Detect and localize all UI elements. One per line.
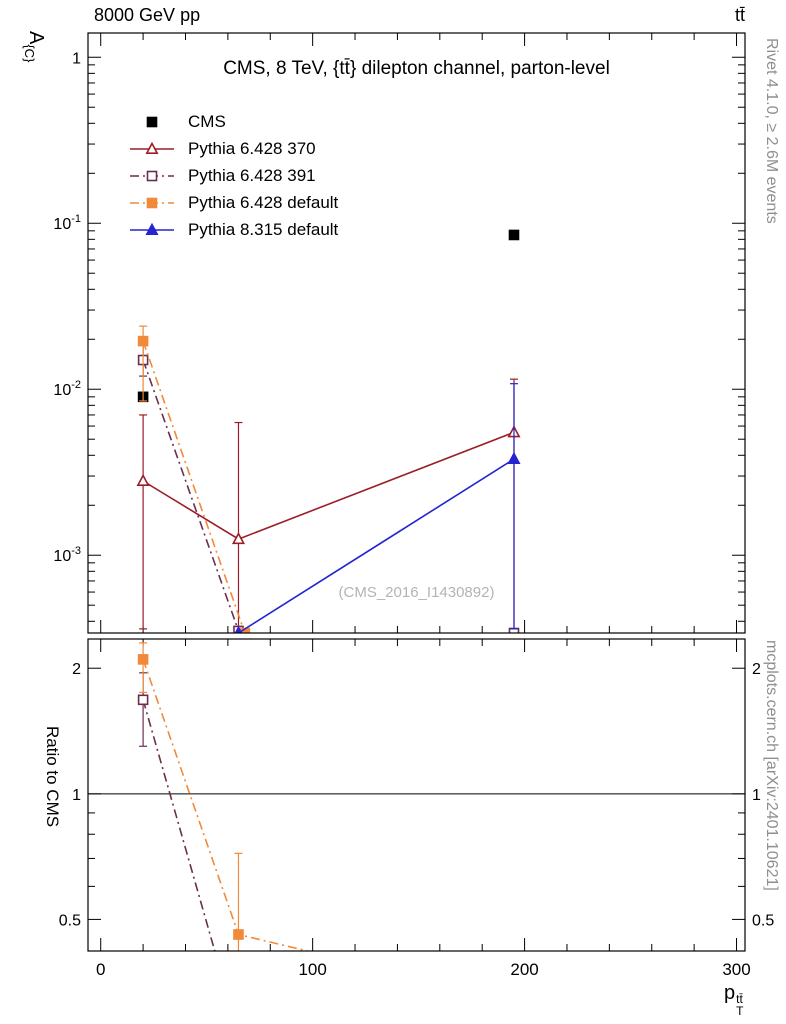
svg-text:0.5: 0.5 — [59, 912, 81, 929]
legend-item-cms: CMS — [128, 108, 338, 135]
legend-marker-pythia-6-428-370 — [130, 141, 174, 154]
x-axis-label-sub: T — [736, 1004, 744, 1018]
svg-text:1: 1 — [72, 787, 81, 804]
main-y-tick-labels: 1 10-1 10-2 10-3 — [53, 50, 81, 565]
svg-text:2: 2 — [72, 661, 81, 678]
svg-text:1: 1 — [752, 787, 761, 804]
beam-energy-label: 8000 GeV pp — [94, 5, 201, 25]
legend-item-pythia-6-428-391: Pythia 6.428 391 — [128, 162, 338, 189]
x-tick-labels: 0 100 200 300 — [96, 960, 751, 979]
main-series-cms — [137, 229, 520, 403]
main-series-pythia-6-428-default — [137, 325, 251, 633]
plot-title: CMS, 8 TeV, {tt̄} dilepton channel, part… — [223, 58, 610, 79]
process-label: tt̄ — [734, 5, 745, 25]
main-series-pythia-8-315-default — [234, 383, 521, 633]
main-axes — [88, 33, 745, 633]
legend-label: Pythia 6.428 default — [188, 192, 339, 212]
legend-item-pythia-6-428-default: Pythia 6.428 default — [128, 189, 338, 216]
legend-label: Pythia 8.315 default — [188, 219, 339, 239]
legend-marker-pythia-6-428-391 — [130, 170, 174, 181]
main-frame — [87, 32, 746, 634]
svg-text:1: 1 — [72, 50, 81, 67]
ratio-series-pythia-6-428-default — [137, 642, 312, 951]
svg-text:300: 300 — [722, 960, 750, 979]
legend-label: Pythia 6.428 370 — [188, 138, 316, 158]
x-axis-label-sup: tt̄ — [736, 992, 743, 1006]
legend-marker-cms — [146, 116, 158, 127]
ratio-axes — [88, 639, 745, 951]
y-axis-label-ratio: Ratio to CMS — [43, 726, 62, 828]
svg-text:10-3: 10-3 — [53, 545, 81, 565]
legend-marker-pythia-8-315-default — [130, 222, 174, 235]
legend-item-pythia-6-428-370: Pythia 6.428 370 — [128, 135, 338, 162]
legend-marker-pythia-6-428-default — [130, 197, 174, 208]
ratio-series-pythia-6-428-391 — [137, 672, 216, 951]
svg-text:100: 100 — [298, 960, 326, 979]
legend-label: CMS — [188, 111, 226, 131]
rivet-version-label: Rivet 4.1.0, ≥ 2.6M events — [763, 38, 780, 224]
legend-label: Pythia 6.428 391 — [188, 165, 316, 185]
x-axis-label: p tt̄ T — [724, 982, 744, 1018]
legend-item-pythia-8-315-default: Pythia 8.315 default — [128, 216, 338, 243]
y-axis-label-main: A{C} — [22, 31, 47, 63]
svg-text:10-1: 10-1 — [53, 213, 81, 233]
legend: CMS Pythia 6.428 370 Pythia 6.428 391 Pythi… — [128, 108, 338, 243]
svg-text:0.5: 0.5 — [752, 912, 774, 929]
svg-text:10-2: 10-2 — [53, 379, 81, 399]
svg-text:2: 2 — [752, 661, 761, 678]
ratio-y-tick-labels: 2 2 1 1 0.5 0.5 — [59, 661, 775, 929]
svg-text:200: 200 — [510, 960, 538, 979]
ratio-frame — [87, 638, 746, 952]
mcplots-arxiv-label: mcplots.cern.ch [arXiv:2401.10621] — [763, 640, 780, 891]
analysis-id-watermark: (CMS_2016_I1430892) — [338, 584, 495, 601]
svg-text:0: 0 — [96, 960, 105, 979]
